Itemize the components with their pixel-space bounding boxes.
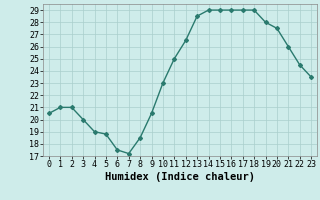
- X-axis label: Humidex (Indice chaleur): Humidex (Indice chaleur): [105, 172, 255, 182]
